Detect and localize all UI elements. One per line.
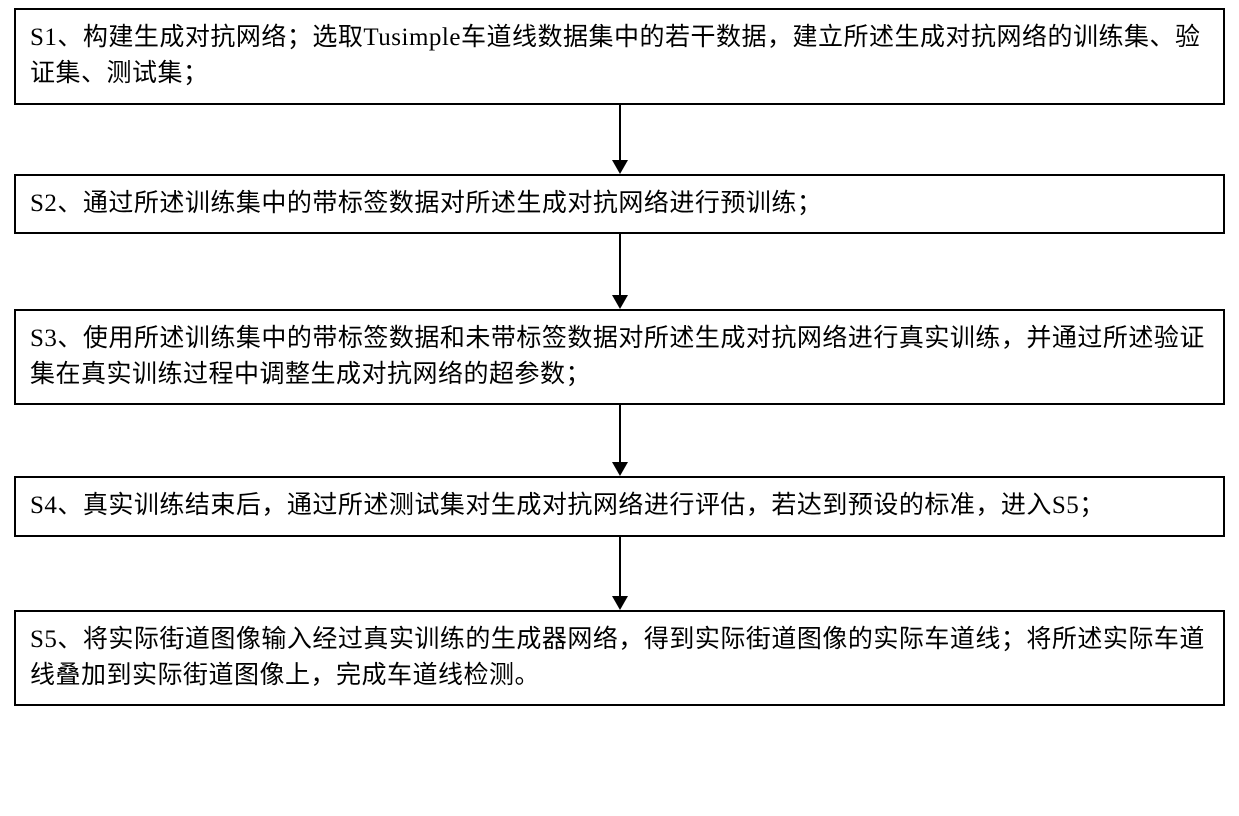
arrow-head-icon <box>612 295 628 309</box>
arrow-s2-s3 <box>612 234 628 309</box>
arrow-s1-s2 <box>612 105 628 174</box>
arrow-s4-s5 <box>612 537 628 610</box>
arrow-line-icon <box>619 105 621 161</box>
step-s1-box: S1、构建生成对抗网络；选取Tusimple车道线数据集中的若干数据，建立所述生… <box>14 8 1225 105</box>
arrow-line-icon <box>619 234 621 296</box>
step-s3-text: S3、使用所述训练集中的带标签数据和未带标签数据对所述生成对抗网络进行真实训练，… <box>30 325 1205 388</box>
arrow-line-icon <box>619 537 621 597</box>
arrow-head-icon <box>612 462 628 476</box>
arrow-head-icon <box>612 596 628 610</box>
arrow-line-icon <box>619 405 621 463</box>
step-s2-text: S2、通过所述训练集中的带标签数据对所述生成对抗网络进行预训练； <box>30 190 822 217</box>
step-s5-text: S5、将实际街道图像输入经过真实训练的生成器网络，得到实际街道图像的实际车道线；… <box>30 626 1205 689</box>
step-s2-box: S2、通过所述训练集中的带标签数据对所述生成对抗网络进行预训练； <box>14 174 1225 234</box>
step-s4-box: S4、真实训练结束后，通过所述测试集对生成对抗网络进行评估，若达到预设的标准，进… <box>14 476 1225 536</box>
step-s4-text: S4、真实训练结束后，通过所述测试集对生成对抗网络进行评估，若达到预设的标准，进… <box>30 492 1105 519</box>
step-s3-box: S3、使用所述训练集中的带标签数据和未带标签数据对所述生成对抗网络进行真实训练，… <box>14 309 1225 406</box>
step-s1-text: S1、构建生成对抗网络；选取Tusimple车道线数据集中的若干数据，建立所述生… <box>30 24 1200 87</box>
step-s5-box: S5、将实际街道图像输入经过真实训练的生成器网络，得到实际街道图像的实际车道线；… <box>14 610 1225 707</box>
arrow-head-icon <box>612 160 628 174</box>
flowchart-container: S1、构建生成对抗网络；选取Tusimple车道线数据集中的若干数据，建立所述生… <box>14 8 1225 706</box>
arrow-s3-s4 <box>612 405 628 476</box>
